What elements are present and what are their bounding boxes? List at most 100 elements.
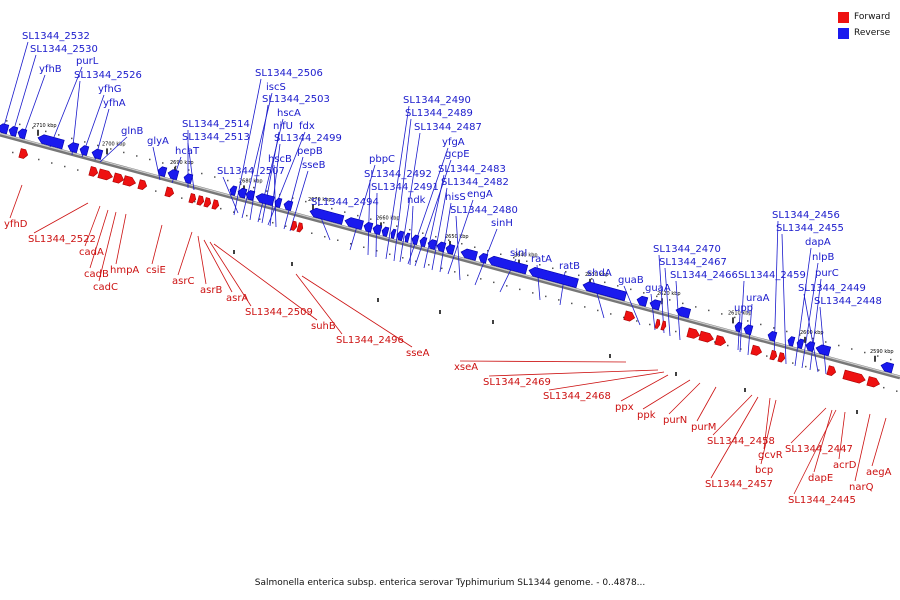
leader-line <box>803 293 819 373</box>
rail-dot <box>825 341 827 343</box>
leader-line <box>739 280 745 353</box>
rail-dot <box>578 274 580 277</box>
gene-label-sseA: sseA <box>406 348 430 359</box>
gene-label-SL1344_2466: SL1344_2466 <box>670 270 738 281</box>
leader-line <box>177 231 193 276</box>
rail-dot <box>12 151 14 154</box>
rail-dot <box>110 148 112 150</box>
rail-dot <box>877 355 879 357</box>
rail-dot <box>896 390 898 392</box>
rail-dot <box>656 295 658 298</box>
rail-dot <box>630 288 632 291</box>
reverse-gene-arrow <box>274 197 283 209</box>
rail-dot <box>253 186 255 189</box>
leader-line <box>414 159 452 267</box>
reverse-gene-arrow <box>411 234 420 246</box>
forward-gene-arrow <box>714 335 727 347</box>
reverse-gene-arrow <box>404 232 411 243</box>
rail-dot <box>506 285 508 287</box>
gene-label-sseB: sseB <box>302 160 326 171</box>
forward-gene-arrow <box>122 175 137 187</box>
rail-dot <box>851 348 853 350</box>
gene-label-SL1344_2483: SL1344_2483 <box>438 164 506 175</box>
forward-gene-arrow <box>750 344 763 356</box>
leader-line <box>213 243 318 321</box>
leader-line <box>33 202 89 234</box>
gene-label-SL1344_2522: SL1344_2522 <box>28 234 96 245</box>
backbone-highlight <box>0 132 900 378</box>
rail-dot <box>318 204 320 206</box>
rail-dot <box>799 334 801 336</box>
rail-dot <box>532 292 534 294</box>
rail-dot <box>558 299 560 301</box>
reverse-swatch <box>838 27 849 39</box>
rail-dot <box>441 267 443 270</box>
forward-gene-arrow <box>654 318 661 329</box>
gene-label-yfhD: yfhD <box>4 219 28 230</box>
rail-dot <box>337 239 339 241</box>
gene-label-SL1344_2507: SL1344_2507 <box>217 166 285 177</box>
leader-line <box>21 74 46 140</box>
legend-reverse: Reverse <box>838 25 900 41</box>
scale-tick-label: 2600 kbp <box>800 330 824 336</box>
reverse-gene-arrow <box>478 252 489 264</box>
leader-line <box>819 306 827 375</box>
rail-dot <box>233 211 235 213</box>
rail-dot <box>402 257 404 259</box>
gene-label-asrB: asrB <box>200 285 222 296</box>
rail-dot <box>97 144 99 147</box>
gene-label-iscS: iscS <box>266 82 286 93</box>
gene-label-csiE: csiE <box>146 265 166 276</box>
rail-dot <box>708 309 710 312</box>
rail-dot <box>201 172 203 175</box>
rail-dot <box>597 309 599 312</box>
leader-line <box>209 241 252 307</box>
gene-label-gcvR: gcvR <box>758 450 783 461</box>
rail-dot <box>584 306 586 308</box>
rail-dot <box>324 235 326 238</box>
leader-line <box>696 386 717 422</box>
rail-dot <box>77 169 79 171</box>
rail-dot <box>6 120 8 122</box>
leader-line <box>459 360 627 363</box>
reverse-gene-arrow <box>734 321 743 333</box>
gene-label-SL1344_2499: SL1344_2499 <box>274 133 342 144</box>
gene-label-purM: purM <box>691 422 716 433</box>
figure-caption: Salmonella enterica subsp. enterica sero… <box>254 578 646 588</box>
gene-label-hcaT: hcaT <box>175 146 200 157</box>
reverse-gene-arrow <box>787 336 796 347</box>
gene-label-hscB: hscB <box>268 154 292 165</box>
leader-line <box>548 371 665 391</box>
rail-dot <box>344 211 346 213</box>
gene-label-purC: purC <box>815 268 839 279</box>
leader-line <box>301 275 413 348</box>
rail-dot <box>162 162 164 164</box>
gene-label-xseA: xseA <box>454 362 478 373</box>
reverse-gene-arrow <box>390 228 397 239</box>
rail-dot <box>636 320 638 322</box>
rail-dot <box>734 316 736 319</box>
rail-dot <box>155 190 157 192</box>
gene-label-SL1344_2526: SL1344_2526 <box>74 70 142 81</box>
gene-label-SL1344_2491: SL1344_2491 <box>371 182 439 193</box>
reverse-gene-arrow <box>436 241 447 253</box>
forward-gene-arrow <box>88 166 99 177</box>
gene-label-SL1344_2487: SL1344_2487 <box>414 122 482 133</box>
gene-label-asrC: asrC <box>172 276 194 287</box>
reverse-gene-arrow <box>487 255 529 275</box>
rail-dot <box>591 278 593 280</box>
reverse-gene-arrow <box>167 169 180 181</box>
gene-label-yfhB: yfhB <box>39 64 62 75</box>
rail-dot <box>539 264 541 266</box>
forward-gene-arrow <box>660 320 667 331</box>
rail-dot <box>812 337 814 340</box>
forward-gene-arrow <box>18 148 29 159</box>
rail-dot <box>792 362 794 364</box>
rail-dot <box>188 169 190 171</box>
gene-label-yfhG: yfhG <box>98 84 122 95</box>
forward-gene-arrow <box>769 349 778 361</box>
scale-tick-label: 2640 kbp <box>514 253 538 259</box>
reverse-gene-arrow <box>381 226 390 237</box>
gene-label-SL1344_2467: SL1344_2467 <box>659 257 727 268</box>
